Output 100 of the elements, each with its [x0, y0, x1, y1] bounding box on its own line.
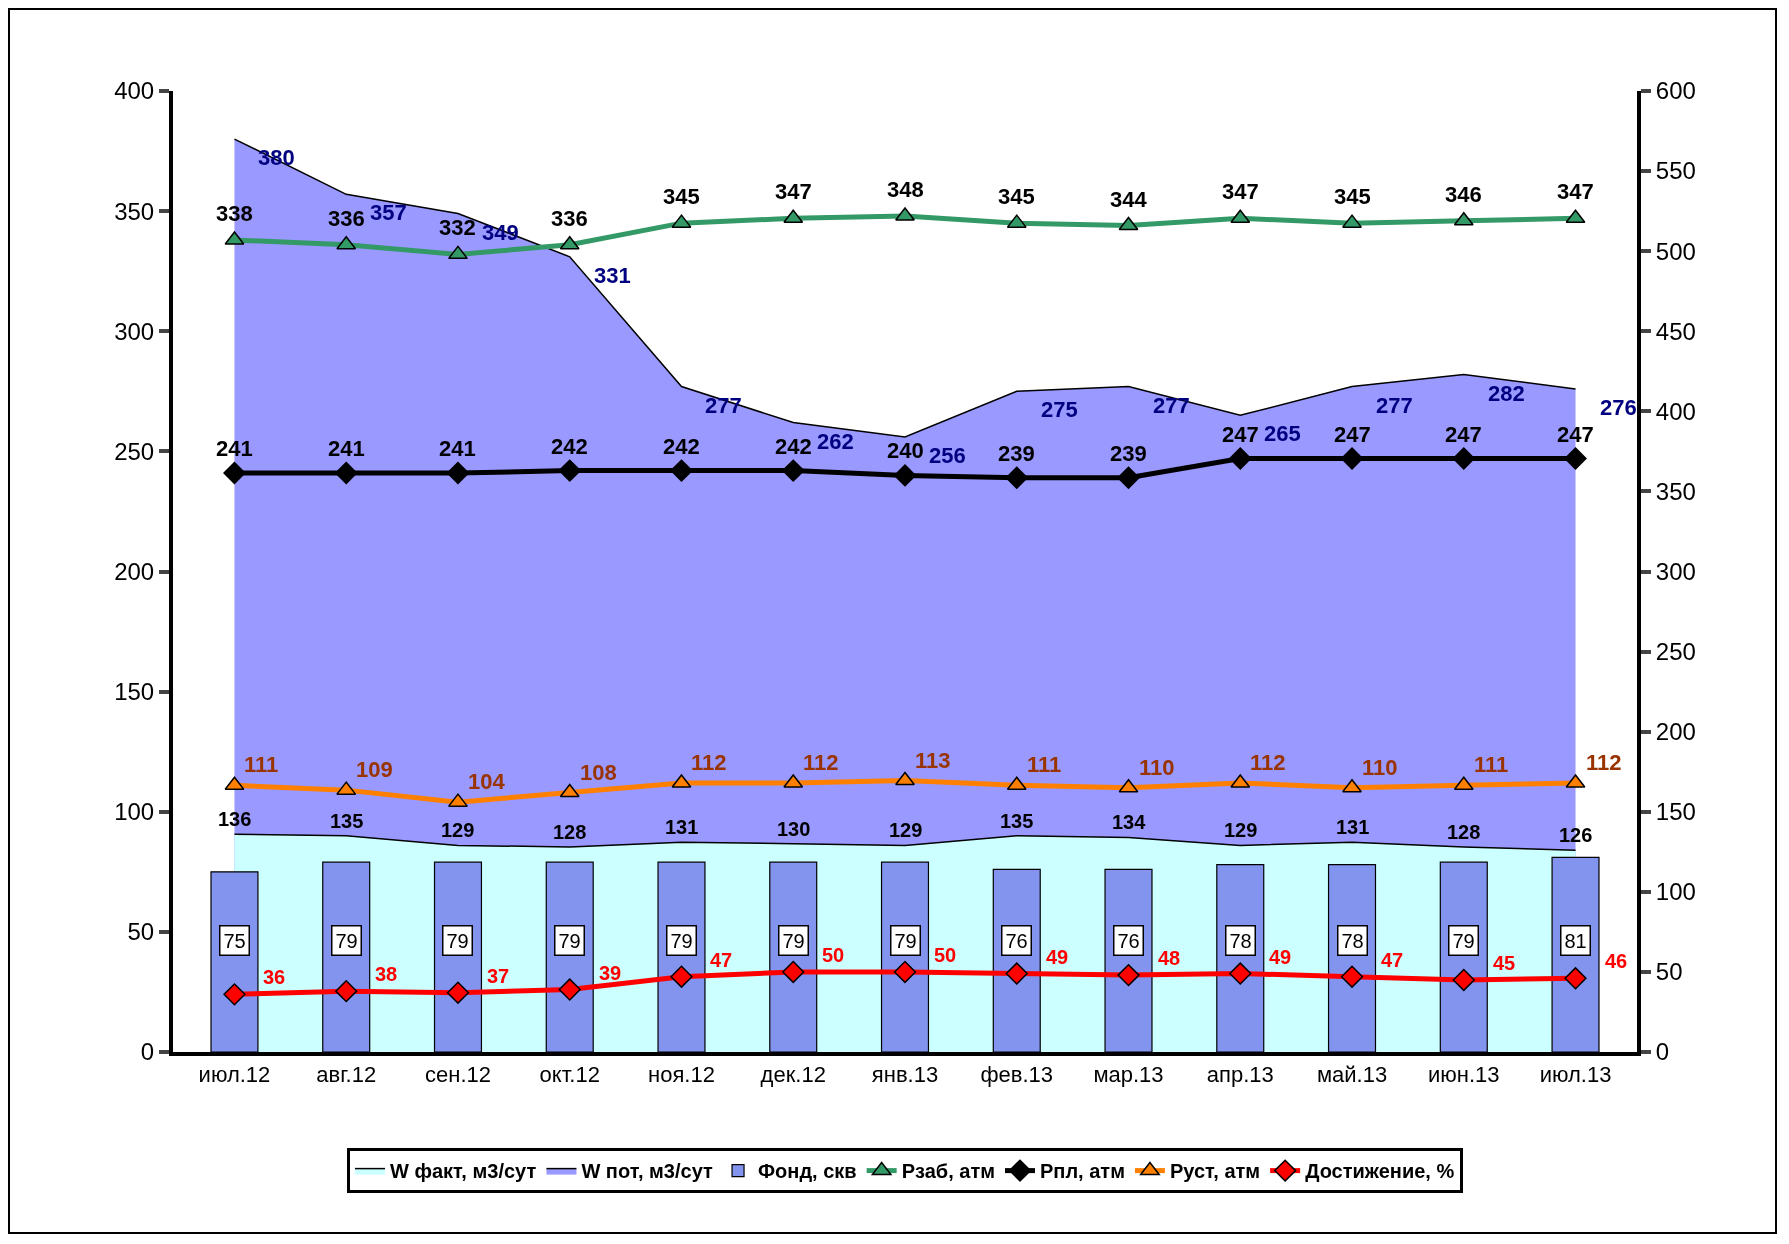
data-label: 37 — [487, 965, 510, 987]
point — [1453, 211, 1474, 226]
data-label: 108 — [580, 760, 617, 785]
point — [1565, 209, 1586, 224]
point — [558, 459, 581, 482]
data-label: 46 — [1605, 950, 1628, 972]
x-tick-label: авг.12 — [316, 1062, 377, 1088]
data-label: 38 — [375, 963, 398, 985]
data-label: 76 — [1005, 929, 1028, 952]
y2-tick-label: 450 — [1655, 317, 1696, 345]
data-label: 128 — [1447, 821, 1481, 843]
data-label: 111 — [1027, 752, 1062, 777]
point — [223, 461, 246, 485]
y-tick-label: 350 — [114, 197, 155, 225]
data-label: 277 — [705, 393, 742, 418]
y2-tick-label: 150 — [1655, 798, 1696, 826]
point — [1342, 778, 1363, 793]
point — [1005, 962, 1028, 985]
y2-tick-label: 400 — [1655, 397, 1696, 425]
data-label: 81 — [1564, 929, 1587, 952]
data-label: 344 — [1110, 187, 1148, 212]
point — [1118, 778, 1139, 793]
point — [223, 983, 246, 1006]
data-label: 79 — [782, 929, 805, 952]
data-label: 262 — [817, 429, 854, 454]
data-label: 50 — [934, 944, 957, 966]
data-label: 78 — [1229, 929, 1252, 952]
data-label: 347 — [1222, 179, 1259, 204]
data-label: 276 — [1600, 395, 1637, 420]
data-label: 247 — [1557, 422, 1594, 447]
data-label: 50 — [822, 944, 845, 966]
data-label: 135 — [1000, 810, 1034, 832]
data-label: 112 — [803, 750, 839, 775]
data-label: 242 — [551, 434, 588, 459]
data-label: 79 — [1452, 929, 1475, 952]
point — [1117, 963, 1140, 987]
point — [224, 776, 245, 791]
data-label: 110 — [1362, 755, 1398, 780]
data-label: 282 — [1488, 381, 1525, 406]
point — [446, 981, 470, 1004]
data-label: 247 — [1222, 422, 1259, 447]
data-label: 241 — [328, 436, 365, 461]
x-tick-label: апр.13 — [1206, 1062, 1274, 1088]
x-tick-label: июл.13 — [1539, 1062, 1612, 1088]
point — [893, 464, 917, 487]
data-label: 129 — [889, 819, 923, 841]
point — [670, 965, 693, 988]
x-tick-label: мар.13 — [1093, 1062, 1164, 1088]
x-tick-label: июл.12 — [198, 1062, 271, 1088]
data-label: 128 — [553, 821, 587, 843]
point — [1340, 965, 1364, 988]
data-label: 47 — [710, 949, 733, 971]
data-label: 345 — [663, 184, 700, 209]
data-label: 110 — [1139, 755, 1175, 780]
point — [1229, 447, 1252, 470]
data-label: 111 — [1474, 752, 1509, 777]
data-label: 265 — [1264, 421, 1301, 446]
point — [670, 459, 693, 482]
data-label: 240 — [887, 438, 924, 463]
y-tick-label: 0 — [140, 1038, 155, 1066]
y-tick-label: 400 — [114, 77, 155, 105]
point — [782, 960, 805, 984]
x-tick-label: ноя.12 — [648, 1062, 715, 1088]
data-label: 136 — [218, 808, 252, 830]
point — [1564, 447, 1587, 470]
data-label: 347 — [775, 179, 812, 204]
data-label: 239 — [1110, 441, 1147, 466]
data-label: 247 — [1334, 422, 1371, 447]
point — [558, 978, 581, 1001]
y-tick-label: 250 — [114, 437, 155, 465]
legend-label: Фонд, скв — [758, 1160, 857, 1183]
data-label: 347 — [1557, 179, 1594, 204]
x-tick-label: янв.13 — [871, 1062, 939, 1088]
data-label: 112 — [691, 750, 727, 775]
data-label: 338 — [216, 201, 253, 226]
data-label: 336 — [328, 206, 365, 231]
data-label: 113 — [915, 748, 951, 773]
data-label: 336 — [551, 206, 588, 231]
point — [335, 461, 358, 485]
x-tick-label: сен.12 — [425, 1062, 491, 1088]
y-tick-label: 50 — [127, 918, 155, 946]
legend-label: Рпл, атм — [1039, 1160, 1125, 1183]
point — [559, 783, 580, 798]
data-label: 134 — [1112, 811, 1147, 833]
data-label: 36 — [263, 966, 286, 988]
point — [782, 459, 805, 482]
legend-label: Руст, атм — [1169, 1160, 1261, 1183]
data-label: 241 — [216, 436, 253, 461]
data-label: 241 — [439, 436, 476, 461]
data-label: 242 — [775, 434, 812, 459]
point — [895, 207, 915, 221]
point — [1564, 967, 1587, 990]
y2-tick-label: 100 — [1655, 878, 1696, 906]
data-label: 345 — [998, 184, 1035, 209]
data-label: 75 — [223, 929, 246, 952]
data-label: 47 — [1381, 949, 1404, 971]
legend-label: W пот, м3/сут — [581, 1160, 714, 1183]
point — [895, 771, 915, 786]
data-label: 129 — [1224, 819, 1258, 841]
data-label: 275 — [1041, 397, 1078, 422]
